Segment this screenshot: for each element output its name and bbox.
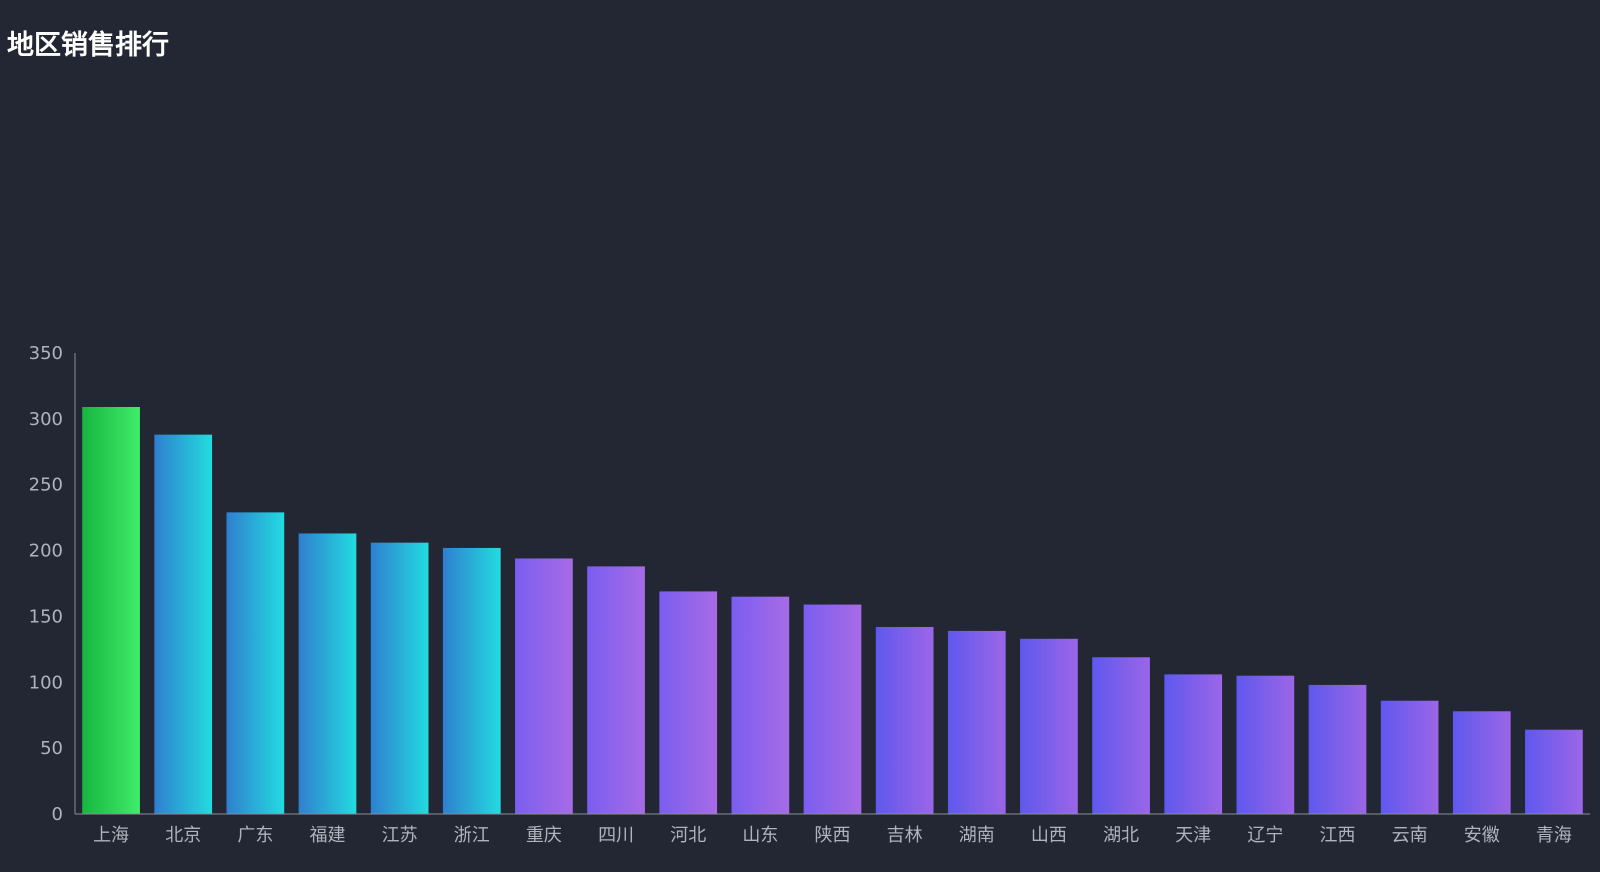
x-category-label: 浙江 <box>454 825 490 846</box>
chart-title: 地区销售排行 <box>7 30 169 61</box>
x-category-label: 山西 <box>1031 825 1067 846</box>
x-category-label: 北京 <box>165 825 201 846</box>
y-tick-label: 50 <box>40 738 63 759</box>
x-category-label: 辽宁 <box>1247 825 1283 846</box>
bars <box>82 407 1583 814</box>
y-tick-label: 300 <box>29 409 63 430</box>
y-tick-label: 250 <box>29 475 63 496</box>
x-category-label: 河北 <box>670 825 706 846</box>
x-category-label: 青海 <box>1536 825 1572 846</box>
bar-1 <box>82 407 140 814</box>
bar-13 <box>947 630 1006 814</box>
bar-16 <box>1164 674 1223 814</box>
bar-9 <box>659 591 718 814</box>
bar-15 <box>1092 657 1150 814</box>
bar-6 <box>442 547 501 814</box>
bar-8 <box>587 566 645 814</box>
y-tick-label: 200 <box>29 541 63 562</box>
x-category-label: 云南 <box>1392 825 1428 846</box>
bar-14 <box>1020 638 1078 814</box>
x-category-label: 安徽 <box>1464 825 1500 846</box>
y-tick-label: 150 <box>29 606 63 627</box>
bar-18 <box>1308 684 1367 814</box>
x-category-label: 湖北 <box>1103 825 1139 846</box>
x-category-label: 重庆 <box>526 825 562 846</box>
bar-5 <box>370 542 429 814</box>
x-category-label: 陕西 <box>815 825 851 846</box>
bar-21 <box>1525 729 1583 814</box>
y-tick-label: 100 <box>29 672 63 693</box>
x-category-label: 吉林 <box>887 825 923 846</box>
y-tick-label: 0 <box>52 804 63 825</box>
bar-4 <box>298 533 357 814</box>
x-category-label: 湖南 <box>959 825 995 846</box>
bar-2 <box>154 434 213 814</box>
bar-7 <box>515 558 573 814</box>
bar-19 <box>1380 700 1439 814</box>
x-axis: 上海 北京 广东 福建 江苏 浙江 重庆 四川 河北 山东 陕西 吉林 湖南 山西 湖北 天津 辽宁 江西 云南 安徽… <box>75 813 1590 846</box>
x-category-label: 广东 <box>237 825 273 846</box>
x-category-label: 山东 <box>742 825 778 846</box>
y-axis: 0 50 100 150 200 250 300 350 <box>29 343 76 825</box>
x-category-label: 江西 <box>1320 825 1356 846</box>
x-category-label: 四川 <box>598 825 634 846</box>
x-category-label: 天津 <box>1175 825 1211 846</box>
y-tick-label: 350 <box>29 343 63 364</box>
bar-17 <box>1236 675 1295 814</box>
bar-3 <box>226 512 285 814</box>
x-category-label: 江苏 <box>382 825 418 846</box>
bar-20 <box>1452 711 1511 814</box>
bar-12 <box>875 626 934 814</box>
x-category-label: 上海 <box>93 825 129 846</box>
x-category-label: 福建 <box>310 825 346 846</box>
bar-10 <box>731 596 790 814</box>
bar-11 <box>803 604 862 814</box>
